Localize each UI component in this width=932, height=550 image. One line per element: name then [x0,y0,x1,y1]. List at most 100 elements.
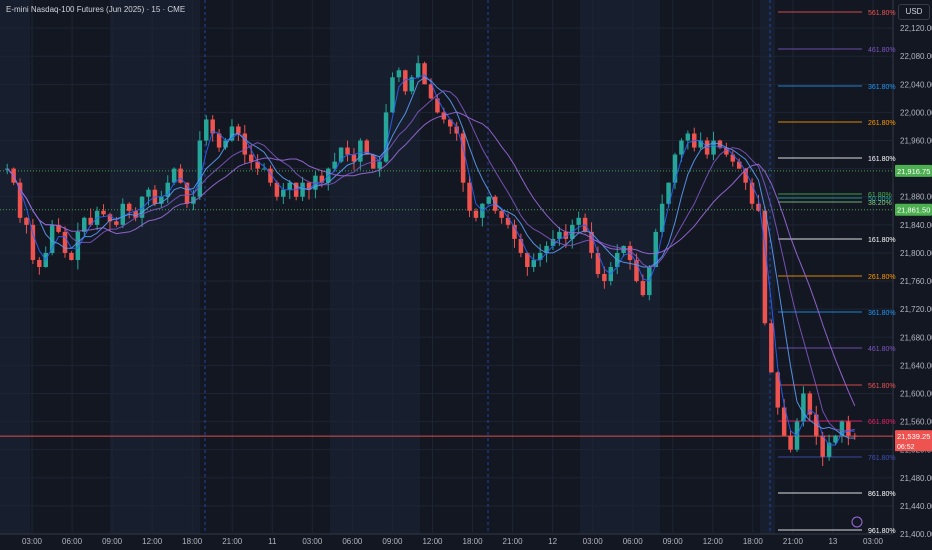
fib-label: 261.80% [868,274,896,281]
candle-body [274,182,280,197]
candle-body [319,175,325,183]
candle-body [82,217,87,232]
candle-body [762,210,768,324]
y-tick-label: 21,400.00 [900,530,932,539]
x-tick-label: 09:00 [382,537,403,546]
candle-body [255,161,260,169]
fib-label: 661.80% [868,419,896,426]
y-tick-label: 22,120.00 [900,24,932,33]
x-tick-label: 18:00 [182,537,203,546]
moving-average-line [6,90,855,432]
candle-body [75,231,81,260]
candle-body [204,119,209,141]
candle-body [653,231,658,267]
candle-body [345,147,350,155]
y-tick-label: 21,480.00 [900,474,932,483]
price-label-bg [895,430,932,443]
candle-body [171,168,177,183]
y-tick-label: 21,440.00 [900,502,932,511]
event-icon [851,516,863,528]
candle-body [428,84,434,99]
moving-average-line [6,74,855,446]
candle-body [210,119,215,134]
x-tick-label: 21:00 [503,537,524,546]
candle-body [634,259,639,282]
candle-body [807,393,813,415]
price-label: 21,916.75 [897,167,930,176]
candle-body [435,98,440,113]
y-tick-label: 22,080.00 [900,52,932,61]
candle-body [178,168,183,183]
moving-average-line [6,111,856,407]
candle-body [711,140,716,155]
candle-body [422,63,427,85]
candle-body [37,259,42,267]
candle-body [724,147,729,155]
x-tick-label: 06:00 [62,537,83,546]
x-tick-label: 03:00 [863,537,884,546]
y-tick-label: 21,800.00 [900,249,932,258]
candle-body [242,133,248,155]
fib-label: 461.80% [868,346,896,353]
fib-label: 561.80% [868,383,896,390]
candle-body [576,217,581,225]
candle-body [69,252,74,260]
candle-body [24,217,29,225]
y-tick-label: 21,560.00 [900,418,932,427]
candle-body [486,196,492,204]
candle-body [473,210,479,218]
candle-body [756,203,761,211]
candle-body [287,182,292,190]
x-tick-label: 03:00 [583,537,604,546]
candle-body [223,140,228,148]
y-tick-label: 22,000.00 [900,108,932,117]
candle-body [563,231,569,239]
x-tick-label: 18:00 [463,537,484,546]
candle-body [525,252,530,267]
fib-label: 761.80% [868,455,896,462]
candle-body [133,210,138,218]
candle-body [749,182,755,204]
y-tick-label: 22,040.00 [900,80,932,89]
candle-body [460,133,466,183]
fib-label: 161.80% [868,237,896,244]
x-tick-label: 11 [268,537,277,546]
x-tick-label: 21:00 [222,537,243,546]
candle-body [62,231,68,253]
candle-body [409,77,414,92]
price-tag-sub-bg [895,441,932,452]
candle-body [499,210,504,218]
candle-body [820,435,825,457]
candle-body [415,63,421,78]
fib-label: 561.80% [868,10,896,17]
candle-body [236,126,241,134]
candle-body [383,112,389,162]
candle-body [852,435,858,437]
y-tick-label: 21,640.00 [900,361,932,370]
currency-button[interactable]: USD [898,4,930,20]
candle-body [839,421,845,436]
candle-body [332,161,337,169]
chart-title: E-mini Nasdaq-100 Futures (Jun 2025) · 1… [6,5,186,14]
price-label-bg [895,164,932,177]
candle-body [557,231,562,239]
fib-label: 361.80% [868,84,896,91]
candle-body [659,203,665,232]
candle-body [248,154,254,162]
candle-body [505,217,511,225]
candle-body [268,168,273,183]
candle-body [114,221,119,225]
candle-body [518,238,524,253]
price-tag-countdown: 06:52 [897,444,915,451]
candle-body [396,70,402,78]
x-tick-label: 09:00 [663,537,684,546]
candle-body [377,161,382,169]
y-tick-label: 21,720.00 [900,305,932,314]
candle-body [801,393,806,422]
session-band [110,0,200,534]
candle-body [191,196,196,204]
y-tick-label: 21,880.00 [900,193,932,202]
candle-body [531,259,536,267]
candle-body [358,140,363,162]
